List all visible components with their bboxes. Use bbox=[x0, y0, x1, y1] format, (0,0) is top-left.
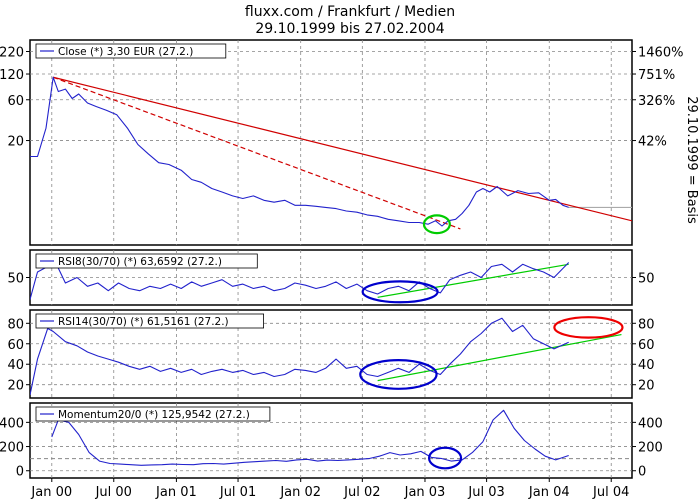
y-tick-label-left-rsi8: 50 bbox=[7, 272, 24, 287]
legend-box-momentum bbox=[35, 406, 271, 422]
chart-subtitle: 29.10.1999 bis 27.02.2004 bbox=[255, 21, 445, 37]
y-tick-label-right-momentum: 0 bbox=[638, 465, 646, 480]
legend-box-rsi14 bbox=[35, 313, 265, 329]
y-tick-label-left-rsi14: 60 bbox=[7, 338, 24, 353]
y-tick-label-left-close: 60 bbox=[7, 94, 24, 109]
legend-label-rsi14: RSI14(30/70) (*) 61,5161 (27.2.) bbox=[58, 316, 229, 328]
y-tick-label-left-momentum: 0 bbox=[16, 465, 24, 480]
y-tick-label-right-momentum: 200 bbox=[638, 441, 663, 456]
x-tick-label: Jul 03 bbox=[467, 485, 504, 500]
series-line-momentum bbox=[51, 409, 569, 466]
x-tick-label: Jan 01 bbox=[155, 485, 197, 500]
x-tick-label: Jan 00 bbox=[30, 485, 72, 500]
legend-label-close: Close (*) 3,30 EUR (27.2.) bbox=[58, 46, 193, 58]
y-tick-label-left-close: 120 bbox=[0, 68, 24, 83]
highlight-ellipse-momentum-0 bbox=[427, 446, 463, 470]
panel-frame-close bbox=[29, 39, 633, 246]
x-tick-label: Jan 02 bbox=[279, 485, 321, 500]
y-tick-label-right-rsi14: 80 bbox=[638, 317, 655, 332]
series-line-close bbox=[30, 76, 569, 227]
chart-title: fluxx.com / Frankfurt / Medien bbox=[244, 4, 456, 20]
highlight-ellipse-rsi8-0 bbox=[361, 280, 439, 304]
legend-box-rsi8 bbox=[35, 253, 258, 269]
x-tick-label: Jan 04 bbox=[528, 485, 570, 500]
y-tick-label-left-rsi14: 80 bbox=[7, 317, 24, 332]
y-tick-label-left-close: 20 bbox=[7, 135, 24, 150]
y-tick-label-right-rsi14: 40 bbox=[638, 358, 655, 373]
x-tick-label: Jan 03 bbox=[404, 485, 446, 500]
x-tick-label: Jul 00 bbox=[95, 485, 132, 500]
y-tick-label-right-rsi14: 20 bbox=[638, 379, 655, 394]
trendline-close-1 bbox=[52, 76, 461, 230]
highlight-ellipse-close-0 bbox=[422, 214, 451, 235]
y-tick-label-left-close: 220 bbox=[0, 46, 24, 61]
trendline-rsi14-0 bbox=[377, 333, 622, 382]
highlight-ellipse-rsi14-0 bbox=[359, 359, 438, 390]
legend-box-close bbox=[35, 43, 227, 59]
y-tick-label-left-momentum: 400 bbox=[0, 416, 24, 431]
series-line-rsi14 bbox=[30, 317, 569, 396]
y-tick-label-left-momentum: 200 bbox=[0, 441, 24, 456]
legend-label-momentum: Momentum20/0 (*) 125,9542 (27.2.) bbox=[58, 409, 250, 421]
y-tick-label-right-momentum: 400 bbox=[638, 416, 663, 431]
y-tick-label-right-close: 42% bbox=[638, 135, 667, 150]
y-tick-label-right-rsi8: 50 bbox=[638, 272, 655, 287]
x-tick-label: Jul 04 bbox=[592, 485, 629, 500]
highlight-ellipse-rsi14-1 bbox=[553, 316, 624, 339]
y-tick-label-right-close: 751% bbox=[638, 68, 675, 83]
y-tick-label-left-rsi14: 40 bbox=[7, 358, 24, 373]
y-tick-label-right-close: 326% bbox=[638, 94, 675, 109]
right-axis-caption: 29.10.1999 = Basis bbox=[684, 96, 699, 224]
legend-label-rsi8: RSI8(30/70) (*) 63,6592 (27.2.) bbox=[58, 256, 222, 268]
x-tick-label: Jul 01 bbox=[219, 485, 256, 500]
series-line-rsi8 bbox=[30, 260, 570, 300]
y-tick-label-left-rsi14: 20 bbox=[7, 379, 24, 394]
trendline-close-0 bbox=[53, 76, 632, 222]
y-tick-label-right-close: 1460% bbox=[638, 46, 683, 61]
y-tick-label-right-rsi14: 60 bbox=[638, 338, 655, 353]
x-tick-label: Jul 02 bbox=[343, 485, 380, 500]
